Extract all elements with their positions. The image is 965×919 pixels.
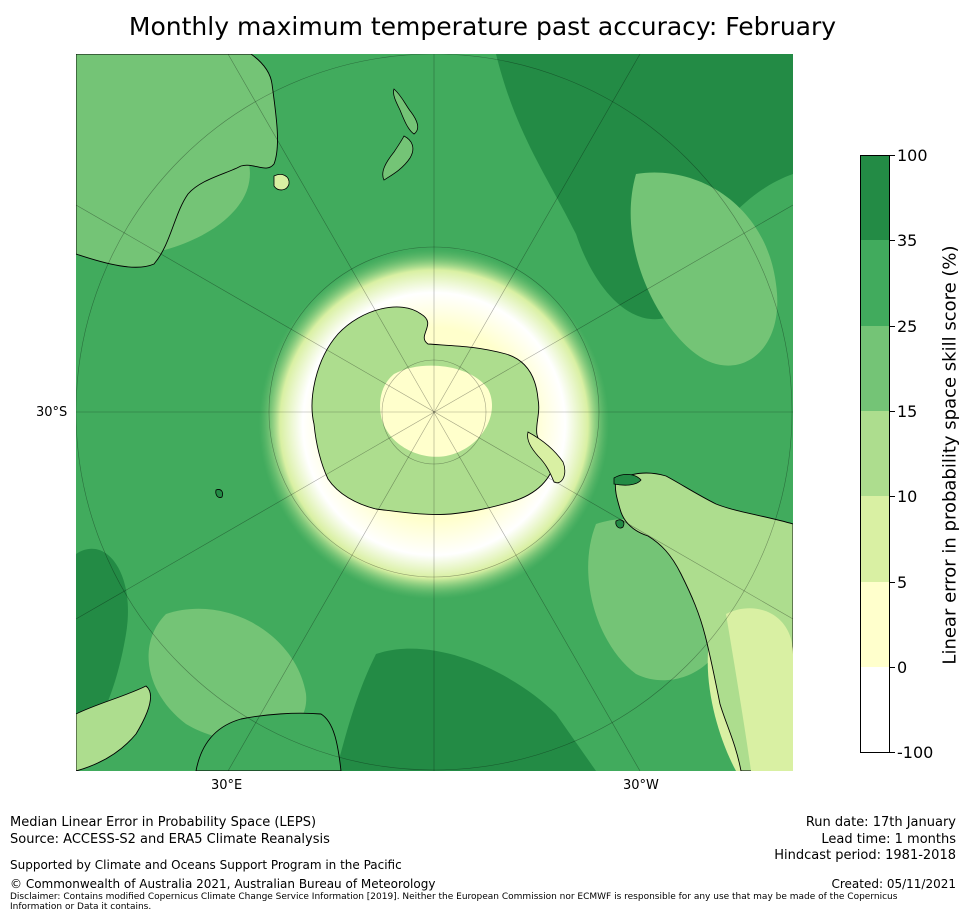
- graticule-meridian-60e: [76, 204, 793, 620]
- southern-africa: [195, 712, 342, 771]
- footer-lead-time: Lead time: 1 months: [821, 832, 956, 847]
- footer-method: Median Linear Error in Probability Space…: [10, 815, 317, 830]
- polar-map: [76, 54, 793, 771]
- africa-west-coast: [76, 685, 151, 771]
- colorbar-tick: [890, 240, 895, 241]
- antarctic-peninsula: [527, 431, 566, 484]
- falkland-islands: [613, 474, 642, 486]
- graticule-meridian-30e: [227, 54, 641, 771]
- new-zealand-north: [393, 88, 419, 135]
- chart-title: Monthly maximum temperature past accurac…: [128, 12, 837, 41]
- colorbar-tick: [890, 496, 895, 497]
- colorbar-tick: [890, 752, 895, 753]
- colorbar-tick: [890, 582, 895, 583]
- footer-source: Source: ACCESS-S2 and ERA5 Climate Reana…: [10, 832, 330, 847]
- mid-skill-patch-ne: [630, 172, 778, 366]
- graticule-meridian-60w: [76, 204, 793, 620]
- graticule-circle-30s: [76, 54, 793, 771]
- colorbar-bin-neg100-0: [860, 667, 890, 753]
- colorbar-bin-35-100: [860, 155, 890, 240]
- colorbar-tick-label: 25: [897, 317, 918, 336]
- colorbar-tick-label: -100: [897, 743, 934, 762]
- footer-created: Created: 05/11/2021: [831, 877, 956, 891]
- colorbar-bin-0-5: [860, 582, 890, 667]
- colorbar-bin-15-25: [860, 326, 890, 411]
- antarctic-interior: [380, 365, 492, 457]
- graticule-meridian-30w: [227, 54, 641, 771]
- high-skill-patch-west: [76, 548, 128, 754]
- colorbar-tick-label: 0: [897, 658, 908, 677]
- graticule-circle-80s: [381, 359, 487, 465]
- colorbar-tick-label: 15: [897, 402, 918, 421]
- colorbar: 100 35 25 15 10 5 0 -100: [860, 148, 933, 761]
- footer-copyright: © Commonwealth of Australia 2021, Austra…: [10, 877, 436, 891]
- mid-skill-patch-sw: [148, 608, 307, 741]
- colorbar-title: Linear error in probability space skill …: [939, 245, 961, 665]
- graticule: [76, 54, 793, 771]
- colorbar-tick-label: 5: [897, 573, 908, 592]
- colorbar-bin-25-35: [860, 240, 890, 326]
- skill-score-map: [76, 54, 793, 771]
- australia: [76, 54, 278, 268]
- colorbar-tick-label: 10: [897, 487, 918, 506]
- high-skill-patch-south: [336, 648, 596, 771]
- south-america-inland: [726, 608, 793, 771]
- colorbar-tick: [890, 326, 895, 327]
- lon-label-30w: 30°W: [623, 778, 659, 793]
- graticule-circle-60s: [268, 246, 600, 578]
- footer-disclaimer: Disclaimer: Contains modified Copernicus…: [10, 892, 898, 912]
- colorbar-tick-label: 100: [897, 146, 928, 165]
- colorbar-bin-5-10: [860, 496, 890, 582]
- footer-support: Supported by Climate and Oceans Support …: [10, 858, 402, 872]
- island-south-georgia: [615, 519, 625, 529]
- new-zealand-south: [382, 135, 414, 181]
- footer-run-date: Run date: 17th January: [805, 815, 956, 830]
- tasmania: [273, 174, 290, 191]
- lat-label-30s: 30°S: [36, 405, 68, 420]
- island-kerguelen: [215, 489, 224, 498]
- colorbar-bin-10-15: [860, 411, 890, 496]
- footer-hindcast: Hindcast period: 1981-2018: [774, 848, 956, 863]
- colorbar-tick: [890, 155, 895, 156]
- lon-label-30e: 30°E: [211, 778, 243, 793]
- colorbar-tick-label: 35: [897, 231, 918, 250]
- colorbar-tick: [890, 411, 895, 412]
- colorbar-tick: [890, 667, 895, 668]
